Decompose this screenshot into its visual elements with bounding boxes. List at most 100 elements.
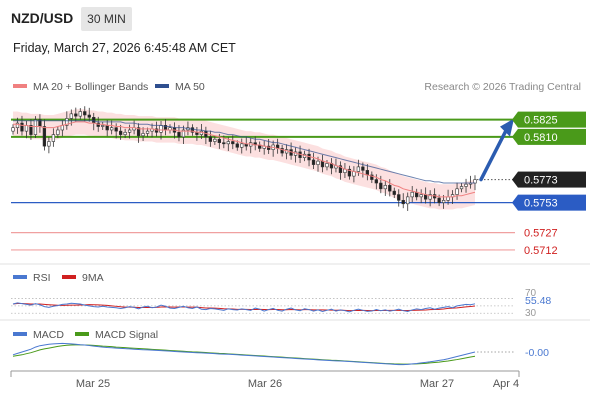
candle-body (316, 160, 320, 165)
rsi-value-label: 55.48 (525, 295, 551, 307)
candle (428, 190, 432, 207)
macd-panel: MACD MACD Signal -0.00 (12, 329, 549, 366)
macd-signal-legend-swatch (75, 332, 89, 336)
candle-body (51, 134, 56, 142)
candle-body (464, 183, 468, 187)
candle (459, 183, 464, 193)
candle (383, 180, 387, 196)
support-price-label: 0.5753 (524, 198, 558, 210)
price-levels (11, 118, 515, 251)
ma50-line (13, 120, 475, 184)
candle (42, 119, 47, 151)
candle-body (69, 113, 73, 119)
candle-body (325, 163, 329, 168)
candle-body (311, 159, 316, 165)
candle-body (114, 127, 118, 132)
candle (410, 186, 414, 203)
candle (392, 187, 396, 199)
macd-line (12, 342, 476, 366)
candle-body (446, 196, 450, 201)
candle-body (388, 185, 392, 192)
candle (379, 175, 383, 194)
candle-body (145, 130, 150, 134)
candle (74, 107, 78, 122)
bollinger-band (13, 109, 475, 210)
candle (33, 116, 38, 139)
candle-body (42, 126, 47, 147)
candle (338, 161, 343, 180)
rsi-line (12, 302, 476, 313)
ma20-legend-swatch (13, 84, 27, 88)
ma20-legend-label: MA 20 + Bollinger Bands (33, 81, 148, 93)
candle-body (56, 129, 60, 135)
candle-body (105, 125, 109, 131)
ma20-line (13, 121, 476, 198)
macd-signal-legend-label: MACD Signal (95, 329, 158, 341)
candle-body (47, 141, 51, 147)
candle-body (154, 128, 159, 133)
ma50-legend-swatch (155, 84, 169, 88)
resistance-price-tag (518, 128, 586, 145)
candle-body (74, 113, 78, 117)
candle-body (441, 200, 446, 203)
chart-datetime: Friday, March 27, 2026 6:45:48 AM CET (13, 41, 236, 55)
resistance-price-label: 0.5825 (524, 115, 558, 127)
candle (419, 189, 423, 204)
currency-pair-title: NZD/USD (11, 10, 74, 26)
resistance-tag-pointer (512, 128, 518, 145)
candle-body (136, 127, 141, 137)
rsi-legend-label: RSI (33, 272, 51, 284)
candle (347, 165, 352, 180)
candle-body (231, 141, 235, 145)
candle (388, 179, 392, 197)
candle-body (267, 145, 271, 150)
candle-body (320, 160, 325, 168)
candle (181, 125, 186, 145)
candle-body (92, 116, 96, 124)
support-price-tag (518, 194, 586, 211)
x-tick-label: Mar 27 (420, 378, 454, 390)
candle-body (181, 129, 186, 138)
candle-body (361, 166, 365, 171)
candle-body (123, 131, 127, 135)
candle-body (29, 125, 33, 135)
rsi-ma-legend-swatch (62, 275, 76, 279)
candle-body (222, 142, 226, 145)
candle-body (392, 190, 396, 195)
candle (11, 124, 15, 135)
candle (401, 193, 405, 209)
macd-legend-swatch (13, 332, 27, 336)
candle-body (374, 179, 378, 184)
candle (51, 128, 56, 147)
candle-body (127, 129, 132, 133)
candle (78, 108, 82, 120)
candle-body (20, 122, 24, 132)
candle (190, 124, 195, 136)
candle (47, 137, 51, 154)
candle-body (235, 143, 239, 148)
candle-body (401, 200, 405, 205)
candle-body (24, 125, 29, 132)
timeframe-button[interactable]: 30 MIN (81, 7, 132, 31)
candle (83, 106, 87, 122)
candle-body (65, 118, 69, 126)
candle-body (347, 168, 352, 177)
candle (455, 182, 459, 200)
resistance-price-label: 0.5810 (524, 132, 558, 144)
macd-signal-line (12, 344, 476, 365)
candle (119, 124, 123, 140)
candle-body (437, 197, 441, 203)
x-tick-label: Mar 26 (248, 378, 282, 390)
candle-body (397, 194, 401, 201)
candle-body (379, 182, 383, 190)
rsi-panel: RSI 9MA 70 30 55.48 (11, 272, 551, 319)
candle-body (370, 174, 374, 180)
resistance-price-tag (518, 111, 586, 128)
candle (114, 123, 118, 139)
candle (87, 107, 91, 122)
rsi-ma-legend-label: 9MA (82, 272, 104, 284)
rsi-tick-70: 70 (525, 288, 537, 299)
candle-body (83, 111, 87, 116)
candle-body (141, 133, 145, 137)
